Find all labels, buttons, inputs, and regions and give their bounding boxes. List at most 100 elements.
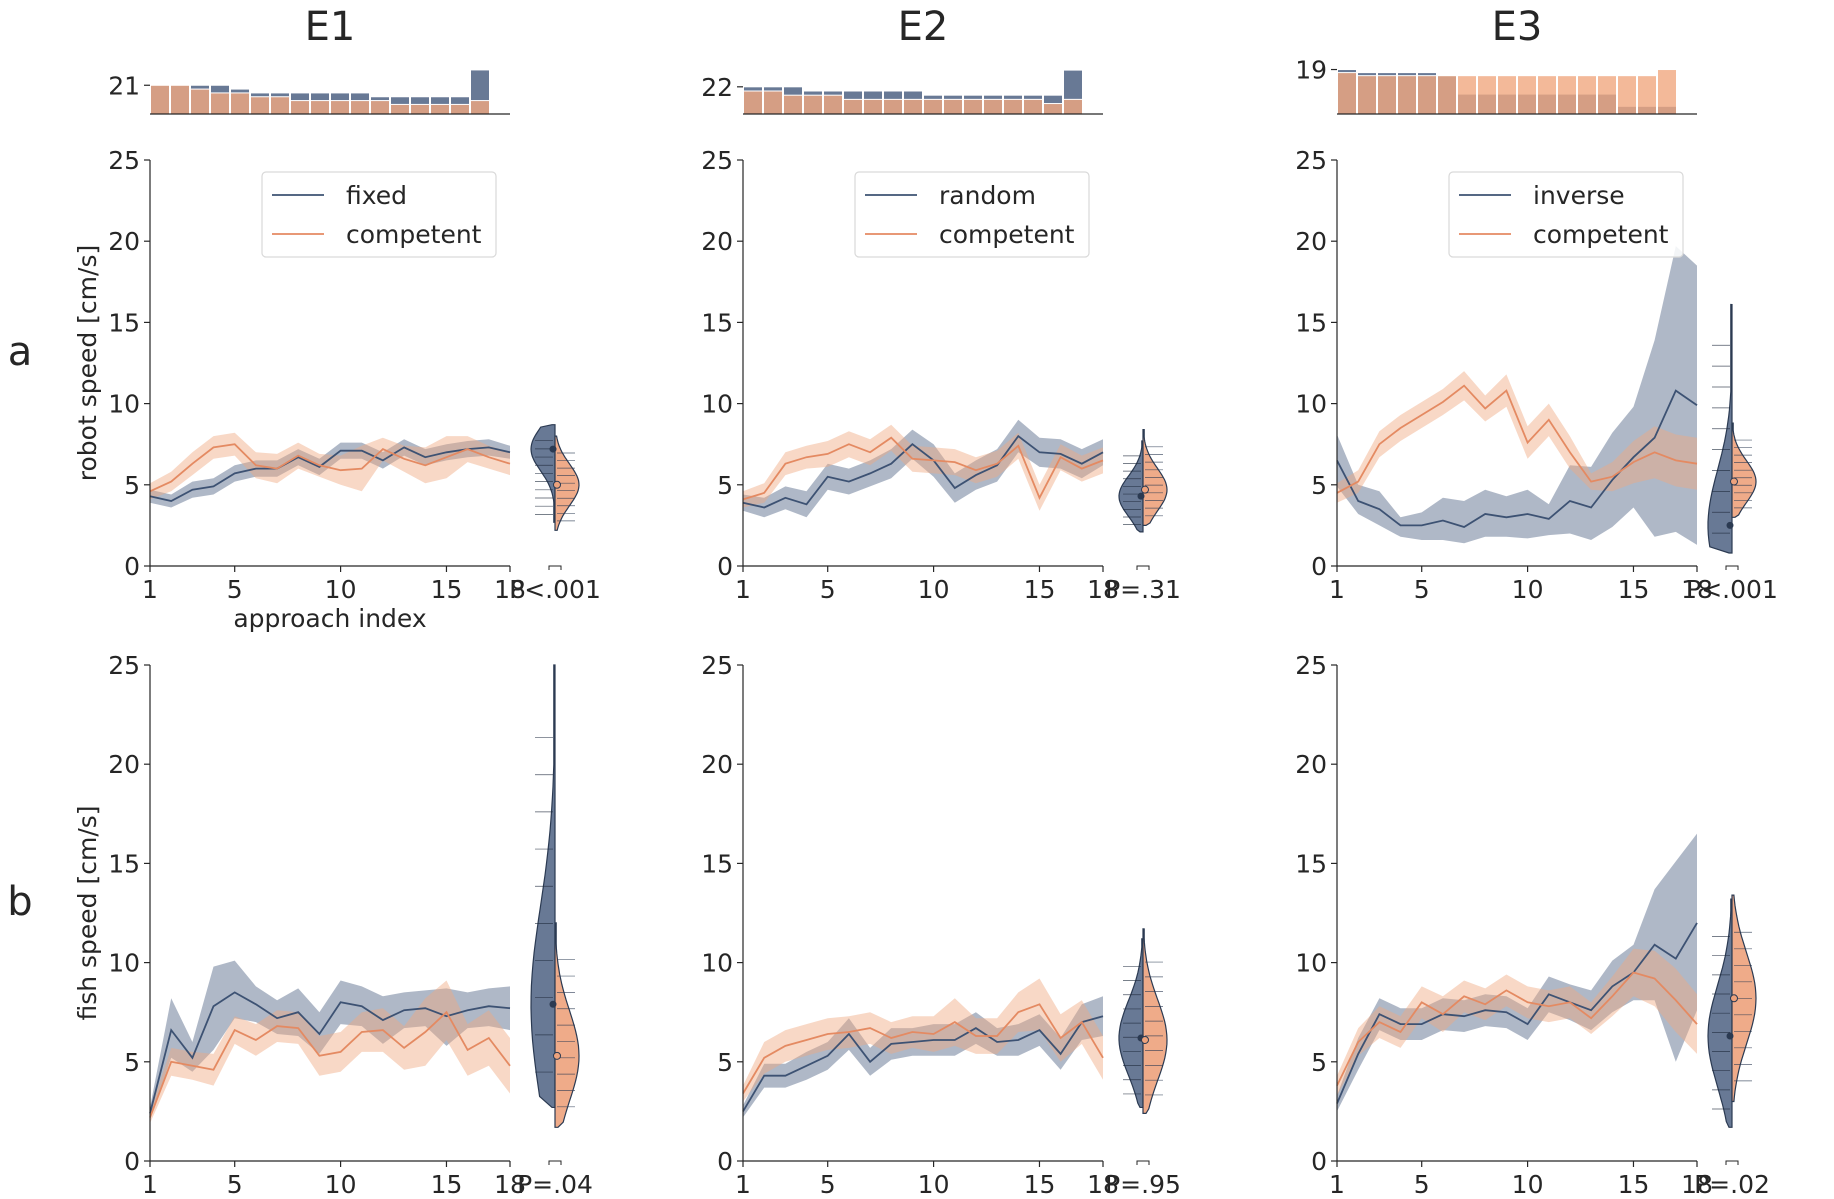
y-tick-label: 10: [108, 949, 140, 978]
legend-label: random: [939, 181, 1036, 210]
hist-bar: [1537, 75, 1557, 115]
y-axis-label: robot speed [cm/s]: [73, 245, 102, 481]
hist-bar: [1337, 72, 1357, 115]
x-tick-label: 10: [918, 1170, 950, 1199]
p-value-label: P=.95: [1105, 1170, 1181, 1199]
y-tick-label: 25: [108, 651, 140, 680]
hist-bar: [410, 103, 430, 115]
y-tick-label: 0: [124, 1147, 140, 1176]
band-fixed: [150, 439, 510, 508]
hist-bar: [350, 100, 370, 115]
y-tick-label: 5: [717, 471, 733, 500]
p-value-label: P=.02: [1694, 1170, 1770, 1199]
y-tick-label: 25: [108, 146, 140, 175]
x-tick-label: 15: [431, 575, 463, 604]
column-title: E3: [1492, 4, 1543, 50]
line-inverse: [1336, 922, 1698, 1104]
violin-median-left: [549, 1000, 557, 1008]
x-tick-label: 1: [142, 1170, 158, 1199]
p-value-label: P=.31: [1105, 575, 1181, 604]
x-tick-label: 5: [227, 1170, 243, 1199]
y-tick-label: 20: [108, 227, 140, 256]
line-competent: [149, 1010, 511, 1118]
y-tick-label: 10: [701, 390, 733, 419]
y-tick-label: 25: [1295, 651, 1327, 680]
y-tick-label: 0: [717, 1147, 733, 1176]
line-fixed: [149, 446, 511, 502]
y-tick-label: 5: [1311, 1048, 1327, 1077]
y-tick-label: 5: [1311, 471, 1327, 500]
line-competent: [149, 443, 511, 493]
hist-bar: [743, 90, 763, 115]
hist-bar: [190, 88, 210, 115]
sig-bracket: [1725, 565, 1739, 570]
y-tick-label: 0: [717, 552, 733, 581]
legend-label: competent: [939, 220, 1075, 249]
x-tick-label: 1: [735, 575, 751, 604]
hist-bar: [150, 84, 170, 115]
y-tick-label: 10: [701, 949, 733, 978]
y-tick-label: 10: [1295, 390, 1327, 419]
y-tick-label: 20: [1295, 227, 1327, 256]
sig-bracket: [1136, 565, 1150, 570]
y-tick-label: 5: [124, 471, 140, 500]
hist-bar: [310, 100, 330, 115]
violin-median-left: [1726, 1032, 1734, 1040]
hist-bar: [823, 94, 843, 115]
y-tick-label: 20: [1295, 750, 1327, 779]
y-tick-label: 20: [701, 750, 733, 779]
y-tick-label: 15: [701, 308, 733, 337]
hist-bar: [270, 96, 290, 115]
hist-E3: 19: [1295, 56, 1697, 115]
y-tick-label: 0: [1311, 1147, 1327, 1176]
hist-bar: [1043, 103, 1063, 115]
y-tick-label: 10: [1295, 949, 1327, 978]
x-tick-label: 5: [1414, 575, 1430, 604]
sig-bracket: [548, 1160, 562, 1165]
violin-median-right: [1141, 485, 1149, 494]
violin-left: [530, 664, 556, 1109]
x-tick-label: 5: [820, 1170, 836, 1199]
legend-box: [261, 171, 497, 258]
hist-bar: [370, 100, 390, 115]
y-tick-label: 25: [1295, 146, 1327, 175]
line-random: [742, 1015, 1104, 1112]
x-tick-label: 18: [494, 575, 526, 604]
x-tick-label: 10: [1512, 575, 1544, 604]
band-competent: [743, 978, 1103, 1102]
sig-bracket: [1725, 1160, 1739, 1165]
hist-bar: [1023, 98, 1043, 115]
violin-median-left: [1137, 492, 1145, 500]
row-label: a: [8, 329, 33, 375]
violin-median-left: [1726, 521, 1734, 529]
line-fixed: [149, 991, 511, 1114]
hist-bar: [1357, 75, 1377, 115]
x-tick-label: 1: [1329, 575, 1345, 604]
hist-bar: [983, 98, 1003, 115]
hist-bar: [170, 84, 190, 115]
x-tick-label: 18: [1681, 1170, 1713, 1199]
x-tick-label: 18: [1087, 575, 1119, 604]
x-tick-label: 15: [1024, 575, 1056, 604]
band-inverse: [1337, 833, 1697, 1112]
violin-median-right: [1730, 477, 1738, 486]
hist-bar: [1477, 75, 1497, 115]
violin-median-right: [1730, 994, 1738, 1003]
hist-bar: [1497, 75, 1517, 115]
y-axis-label: fish speed [cm/s]: [73, 805, 102, 1020]
x-tick-label: 1: [142, 575, 158, 604]
violin-median-right: [1141, 1035, 1149, 1044]
x-tick-label: 15: [431, 1170, 463, 1199]
violin-median-right: [553, 480, 561, 489]
y-tick-label: 20: [701, 227, 733, 256]
band-competent: [743, 424, 1103, 511]
hist-bar: [1417, 75, 1437, 115]
hist-bar: [1637, 75, 1657, 115]
legend-label: inverse: [1533, 181, 1625, 210]
y-tick-label: 15: [1295, 308, 1327, 337]
y-tick-label: 20: [108, 750, 140, 779]
hist-bar: [883, 98, 903, 115]
